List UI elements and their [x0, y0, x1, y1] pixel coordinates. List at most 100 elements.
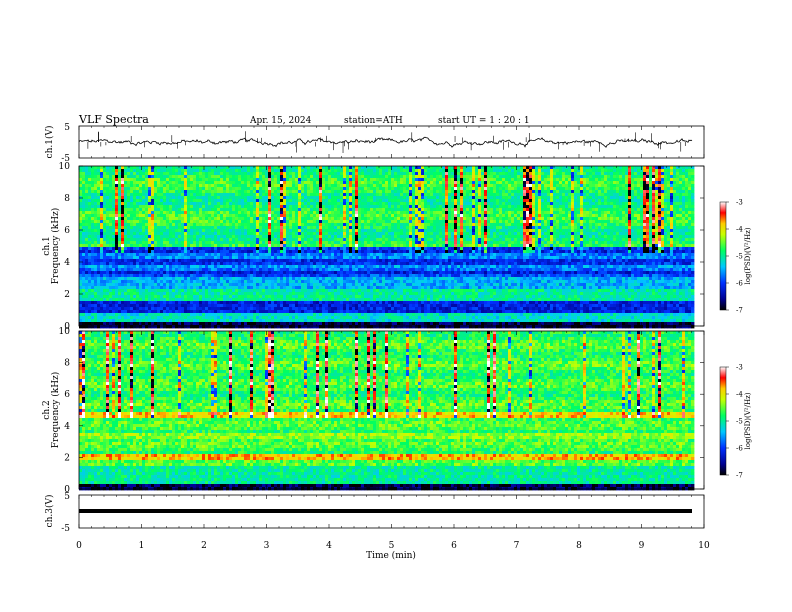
spectrogram-cell	[109, 178, 112, 181]
spectrogram-cell	[289, 244, 292, 247]
spectrogram-cell	[103, 184, 106, 187]
spectrogram-cell	[271, 193, 274, 196]
spectrogram-cell	[271, 208, 274, 211]
spectrogram-cell	[208, 280, 211, 283]
spectrogram-cell	[259, 238, 262, 241]
spectrogram-cell	[226, 298, 229, 301]
spectrogram-cell	[148, 274, 151, 277]
ch1-voltage-ylabel: ch.1(V)	[44, 126, 55, 159]
spectrogram-cell	[280, 265, 283, 268]
spectrogram-cell	[214, 301, 217, 304]
spectrogram-cell	[172, 238, 175, 241]
spectrogram-cell	[97, 274, 100, 277]
spectrogram-cell	[346, 322, 349, 325]
spectrogram-cell	[85, 256, 88, 259]
spectrogram-cell	[286, 250, 289, 253]
ch1-voltage-panel: 5 -5 ch.1(V)	[44, 123, 704, 164]
spectrogram-cell	[220, 283, 223, 286]
spectrogram-cell	[130, 280, 133, 283]
spectrogram-cell	[199, 202, 202, 205]
spectrogram-cell	[244, 298, 247, 301]
spectrogram-cell	[304, 280, 307, 283]
spectrogram-cell	[79, 295, 82, 298]
spectrogram-cell	[145, 184, 148, 187]
spectrogram-cell	[307, 265, 310, 268]
spectrogram-cell	[154, 226, 157, 229]
spectrogram-cell	[88, 295, 91, 298]
spectrogram-cell	[259, 181, 262, 184]
spectrogram-cell	[256, 193, 259, 196]
spectrogram-cell	[274, 259, 277, 262]
spectrogram-cell	[280, 268, 283, 271]
spectrogram-cell	[169, 214, 172, 217]
spectrogram-cell	[349, 235, 352, 238]
spectrogram-cell	[346, 166, 349, 169]
spectrogram-cell	[193, 319, 196, 322]
spectrogram-cell	[268, 280, 271, 283]
spectrogram-cell	[190, 310, 193, 313]
spectrogram-cell	[154, 223, 157, 226]
spectrogram-cell	[181, 262, 184, 265]
spectrogram-cell	[145, 229, 148, 232]
spectrogram-cell	[205, 295, 208, 298]
spectrogram-cell	[283, 235, 286, 238]
spectrogram-cell	[127, 229, 130, 232]
spectrogram-cell	[145, 217, 148, 220]
spectrogram-cell	[238, 289, 241, 292]
spectrogram-cell	[253, 286, 256, 289]
spectrogram-cell	[256, 250, 259, 253]
spectrogram-cell	[223, 232, 226, 235]
spectrogram-cell	[229, 196, 232, 199]
spectrogram-cell	[223, 277, 226, 280]
spectrogram-cell	[253, 211, 256, 214]
spectrogram-cell	[82, 268, 85, 271]
spectrogram-cell	[139, 178, 142, 181]
spectrogram-cell	[238, 319, 241, 322]
spectrogram-cell	[313, 202, 316, 205]
spectrogram-cell	[175, 190, 178, 193]
spectrogram-cell	[145, 238, 148, 241]
spectrogram-cell	[322, 274, 325, 277]
spectrogram-cell	[352, 190, 355, 193]
spectrogram-cell	[220, 244, 223, 247]
spectrogram-cell	[166, 256, 169, 259]
spectrogram-cell	[346, 208, 349, 211]
spectrogram-cell	[340, 223, 343, 226]
spectrogram-cell	[250, 193, 253, 196]
spectrogram-cell	[313, 190, 316, 193]
spectrogram-cell	[97, 196, 100, 199]
spectrogram-cell	[199, 316, 202, 319]
spectrogram-cell	[340, 196, 343, 199]
spectrogram-cell	[304, 307, 307, 310]
spectrogram-cell	[289, 217, 292, 220]
spectrogram-cell	[157, 277, 160, 280]
spectrogram-cell	[328, 223, 331, 226]
spectrogram-cell	[91, 265, 94, 268]
spectrogram-cell	[82, 289, 85, 292]
spectrogram-cell	[232, 193, 235, 196]
spectrogram-cell	[322, 322, 325, 325]
spectrogram-cell	[121, 253, 124, 256]
spectrogram-cell	[121, 223, 124, 226]
spectrogram-cell	[142, 172, 145, 175]
spectrogram-cell	[307, 169, 310, 172]
spectrogram-cell	[181, 229, 184, 232]
spectrogram-cell	[124, 250, 127, 253]
spectrogram-cell	[235, 238, 238, 241]
spectrogram-cell	[190, 175, 193, 178]
spectrogram-cell	[127, 238, 130, 241]
spectrogram-cell	[172, 283, 175, 286]
spectrogram-cell	[190, 217, 193, 220]
spectrogram-cell	[109, 319, 112, 322]
spectrogram-cell	[235, 265, 238, 268]
spectrogram-cell	[211, 199, 214, 202]
spectrogram-cell	[79, 256, 82, 259]
spectrogram-cell	[187, 304, 190, 307]
spectrogram-cell	[301, 187, 304, 190]
spectrogram-cell	[223, 307, 226, 310]
spectrogram-cell	[82, 235, 85, 238]
spectrogram-cell	[235, 259, 238, 262]
spectrogram-cell	[112, 196, 115, 199]
spectrogram-cell	[250, 232, 253, 235]
spectrogram-cell	[262, 313, 265, 316]
